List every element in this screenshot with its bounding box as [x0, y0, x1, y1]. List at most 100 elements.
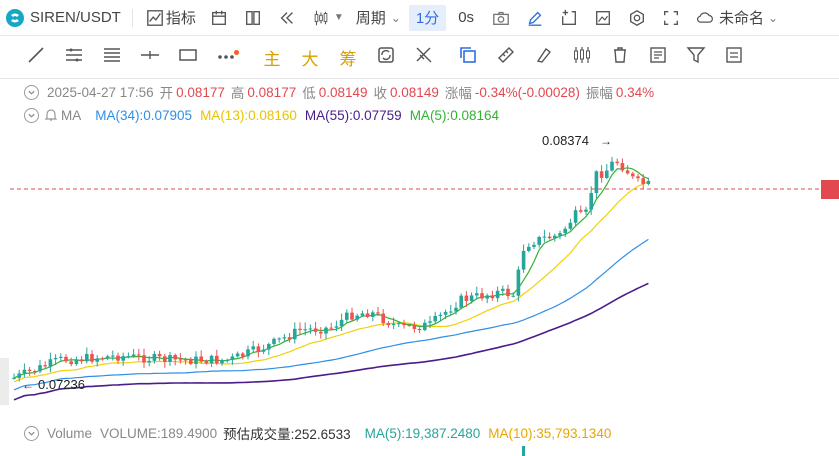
settings-button[interactable] [620, 0, 654, 36]
arrow-left-icon: ← [22, 378, 34, 392]
measure-tool[interactable] [487, 41, 525, 75]
candle-body [516, 269, 521, 296]
main-force-button[interactable]: 主 [253, 41, 291, 75]
delete-tool[interactable] [601, 41, 639, 75]
cloud-layout-button[interactable]: 未命名 ⌄ [688, 0, 784, 36]
candle-body [599, 171, 604, 178]
filter-tool[interactable] [677, 41, 715, 75]
volume-info-row: Volume VOLUME:189.4900 预估成交量:252.6533 MA… [0, 423, 839, 443]
big-order-button[interactable]: 大 [291, 41, 329, 75]
chevron-down-icon: ⌄ [390, 10, 401, 25]
snapshot-button[interactable] [484, 0, 518, 36]
candle-body [542, 236, 547, 238]
candle-body [183, 359, 188, 361]
candle-body [282, 337, 287, 339]
candle-body [241, 353, 245, 357]
moving-average-lines [13, 167, 649, 401]
fib-tool[interactable] [93, 41, 131, 75]
candle-body [610, 161, 614, 171]
chart-type-button[interactable]: ▼ [304, 0, 350, 36]
camera-icon [490, 7, 512, 29]
candle-body [371, 312, 375, 317]
candle-body [105, 356, 110, 359]
candle-body [308, 328, 313, 330]
layout-button[interactable] [236, 0, 270, 36]
candle-body [329, 327, 333, 329]
candle-body [511, 295, 515, 297]
candle-body [33, 371, 37, 373]
symbol-label: SIREN/USDT [30, 9, 121, 26]
horizontal-line-tool[interactable] [131, 41, 169, 75]
ohlc-info-row: 2025-04-27 17:56 开 0.08177 高 0.08177 低 0.08… [0, 82, 839, 102]
candles-tool[interactable] [563, 41, 601, 75]
ma-info-row: MA MA(34):0.07905 MA(13):0.08160 MA(55):… [0, 105, 839, 125]
brush-icon [534, 45, 554, 70]
volume-indicator-name: Volume [47, 425, 93, 441]
candle-body [646, 180, 651, 184]
candle-body [261, 349, 266, 352]
candle-body [412, 325, 417, 329]
candle-body [386, 323, 391, 326]
parallel-channel-tool[interactable] [55, 41, 93, 75]
note-tool[interactable] [639, 41, 677, 75]
indicator-chart-icon [144, 7, 166, 29]
candle-body [230, 356, 235, 360]
candle-body [79, 359, 84, 362]
rewind-icon [276, 7, 298, 29]
candle-body [22, 369, 27, 374]
interval-0s-button[interactable]: 0s [448, 0, 484, 36]
candle-body [365, 313, 370, 317]
candle-body [131, 354, 136, 357]
template-icon [208, 7, 230, 29]
indicators-button[interactable]: 指标 [138, 0, 202, 36]
trend-line-tool[interactable] [17, 41, 55, 75]
candle-body [527, 246, 531, 251]
collapse-chevron-icon[interactable] [24, 84, 39, 100]
ruler-tool[interactable] [405, 41, 443, 75]
candle-body [464, 295, 469, 301]
candle-body [64, 356, 68, 362]
main-label: 主 [263, 50, 281, 69]
sync-tool[interactable] [367, 41, 405, 75]
candle-body [287, 337, 292, 340]
interval-1m-button[interactable]: 1分 [407, 0, 448, 36]
copy-tool[interactable] [449, 41, 487, 75]
candle-body [480, 293, 484, 299]
fullscreen-button[interactable] [654, 0, 688, 36]
period-selector[interactable]: 周期 ⌄ [350, 0, 407, 36]
candle-body [459, 295, 463, 308]
draw-button[interactable] [518, 0, 552, 36]
top-toolbar: SIREN/USDT 指标 ▼ 周期 ⌄ 1分 0s 未命名 ⌄ [0, 0, 839, 36]
chip-button[interactable]: 筹 [329, 41, 367, 75]
candle-body [423, 322, 427, 331]
candle-body [521, 250, 526, 270]
collapse-chevron-icon[interactable] [24, 425, 39, 441]
candle-body [469, 295, 474, 301]
hide-tool[interactable] [715, 41, 753, 75]
more-tools-button[interactable] [207, 41, 245, 75]
more-icon [216, 45, 236, 70]
screenshot-button[interactable] [586, 0, 620, 36]
candle-body [490, 295, 495, 299]
add-chart-button[interactable] [552, 0, 586, 36]
interval-1m-label: 1分 [408, 4, 447, 31]
collapse-chevron-icon[interactable] [24, 107, 39, 123]
template-button[interactable] [202, 0, 236, 36]
candle-body [495, 290, 500, 299]
alarm-icon[interactable] [43, 107, 59, 123]
candle-body [85, 354, 89, 362]
left-scroll-handle[interactable] [0, 358, 9, 405]
notification-dot [234, 49, 239, 55]
candle-body [251, 346, 255, 350]
image-icon [592, 7, 614, 29]
low-price-label: 0.07236 [38, 377, 85, 392]
rectangle-tool[interactable] [169, 41, 207, 75]
fullscreen-icon [660, 7, 682, 29]
brush-tool[interactable] [525, 41, 563, 75]
symbol-selector[interactable]: SIREN/USDT [0, 0, 127, 36]
candle-body [438, 314, 443, 316]
ma13-line [13, 181, 649, 383]
replay-button[interactable] [270, 0, 304, 36]
candle-body [53, 357, 58, 360]
